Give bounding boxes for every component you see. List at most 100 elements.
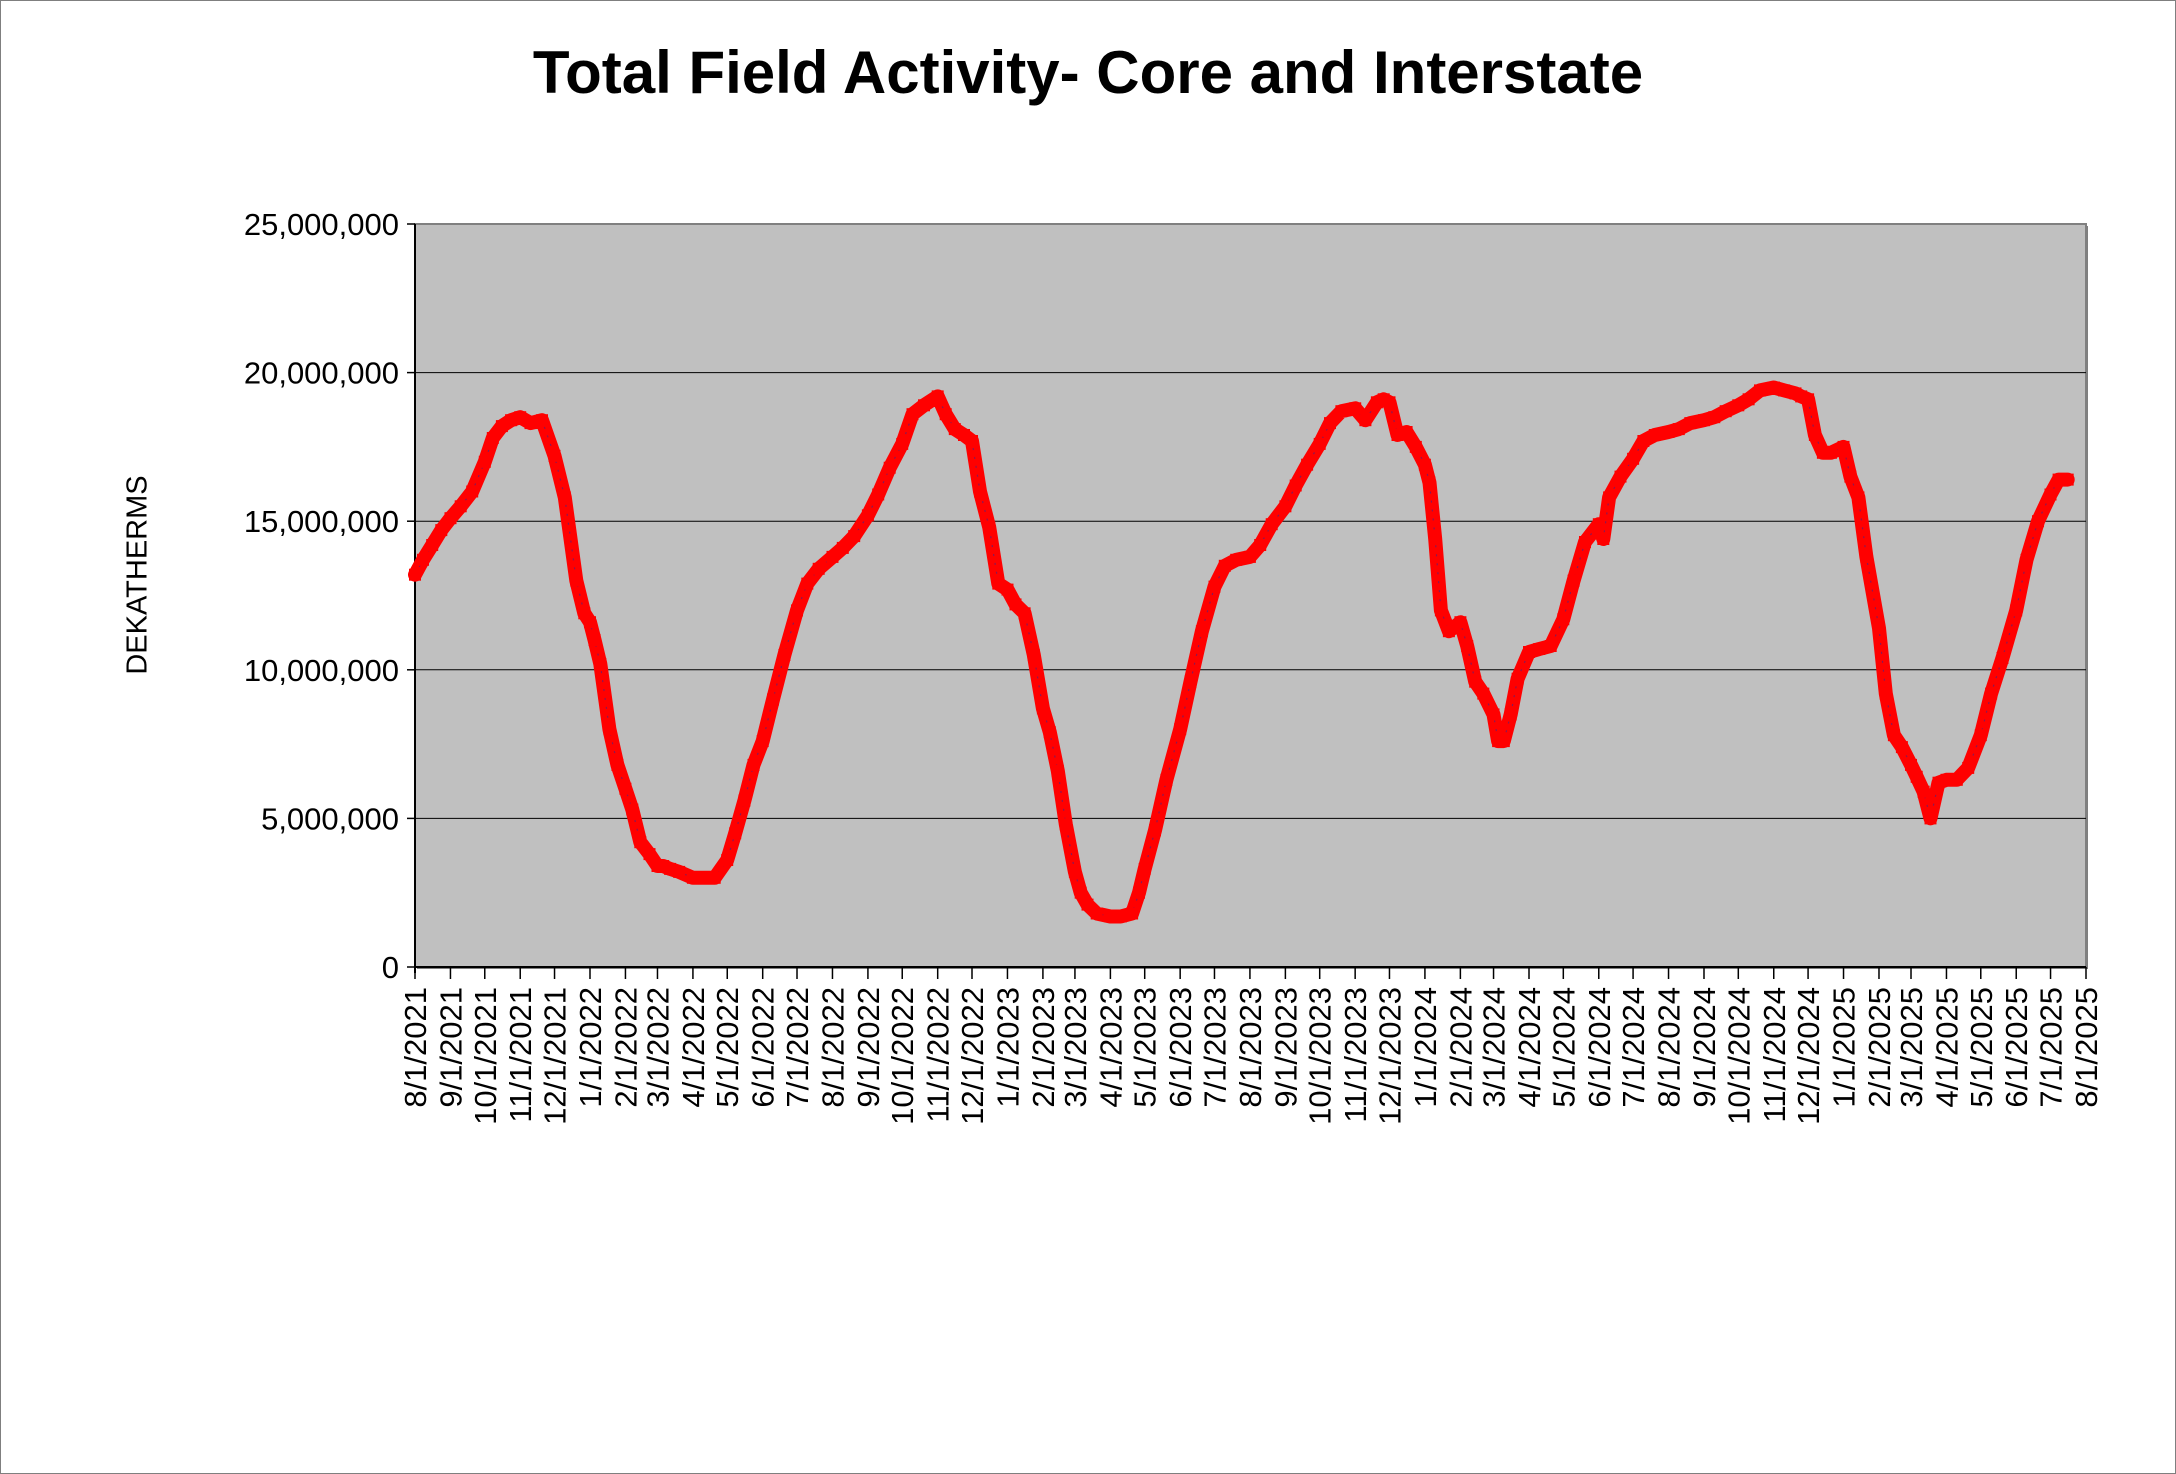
data-point: [1184, 675, 1197, 688]
data-point: [1335, 405, 1348, 418]
data-point: [1081, 898, 1094, 911]
data-point: [801, 577, 814, 590]
data-point: [1301, 458, 1314, 471]
y-tick-label: 15,000,000: [244, 504, 399, 539]
data-point: [1523, 646, 1535, 658]
data-point: [1808, 429, 1821, 441]
data-point: [948, 423, 961, 436]
x-tick-label: 8/1/2022: [815, 987, 850, 1108]
data-point: [1027, 648, 1040, 661]
x-tick-label: 12/1/2022: [955, 987, 990, 1125]
x-tick-label: 11/1/2022: [921, 987, 956, 1123]
data-point: [1895, 741, 1908, 754]
data-point: [918, 399, 930, 412]
data-point: [2032, 515, 2044, 528]
data-point: [1860, 550, 1873, 563]
data-point: [1195, 625, 1208, 638]
data-point: [570, 574, 583, 587]
data-point: [1924, 812, 1937, 825]
data-point: [1802, 393, 1815, 406]
data-point: [1824, 446, 1837, 459]
data-point: [486, 432, 499, 444]
data-point: [478, 455, 491, 468]
data-point: [721, 854, 734, 866]
data-point: [1887, 729, 1900, 742]
data-point: [1497, 735, 1510, 748]
x-tick-label: 3/1/2025: [1894, 987, 1929, 1108]
data-point: [1767, 381, 1780, 394]
data-point: [697, 871, 710, 884]
data-point: [1477, 687, 1490, 700]
data-point: [1778, 384, 1791, 397]
data-point: [435, 524, 448, 537]
data-point: [1218, 559, 1231, 572]
data-point: [791, 604, 803, 617]
data-point: [1511, 672, 1524, 685]
x-tick-label: 8/1/2023: [1233, 987, 1268, 1108]
data-point: [1627, 452, 1640, 465]
data-point: [1149, 824, 1161, 837]
x-tick-label: 6/1/2024: [1582, 987, 1617, 1108]
data-point: [686, 871, 699, 884]
data-point: [1910, 770, 1923, 783]
x-tick-label: 9/1/2021: [433, 987, 468, 1108]
x-tick-label: 1/1/2025: [1827, 987, 1862, 1108]
data-point: [588, 634, 601, 647]
data-point: [1873, 622, 1885, 635]
x-tick-label: 2/1/2025: [1862, 987, 1897, 1108]
data-point: [1950, 773, 1963, 786]
data-point: [619, 782, 632, 795]
x-tick-label: 10/1/2021: [468, 987, 503, 1125]
x-axis-ticks: 8/1/2021 9/1/2021 10/1/2021 11/1/2021 12/1/2…: [398, 967, 2104, 1125]
x-tick-label: 10/1/2023: [1303, 987, 1338, 1125]
x-tick-label: 7/1/2023: [1197, 987, 1232, 1108]
data-point: [409, 568, 421, 581]
data-point: [1684, 417, 1697, 430]
data-point: [836, 541, 849, 554]
data-point: [1940, 773, 1953, 786]
data-point: [495, 420, 508, 433]
x-tick-label: 3/1/2024: [1477, 987, 1512, 1108]
x-tick-label: 4/1/2023: [1093, 987, 1128, 1108]
data-point: [1208, 580, 1221, 593]
data-point: [861, 509, 874, 522]
data-point: [454, 500, 467, 513]
data-point: [426, 539, 439, 551]
data-point: [931, 390, 944, 403]
data-point: [1974, 729, 1987, 742]
x-tick-label: 2/1/2024: [1443, 987, 1478, 1108]
data-point: [906, 408, 919, 421]
x-tick-label: 5/1/2023: [1128, 987, 1163, 1108]
data-point: [1662, 426, 1675, 438]
x-tick-label: 12/1/2023: [1372, 987, 1407, 1125]
data-point: [1359, 414, 1372, 427]
series-layer: [408, 380, 2075, 924]
x-tick-label: 10/1/2024: [1721, 987, 1756, 1125]
data-point: [1544, 640, 1557, 652]
data-point: [767, 693, 779, 706]
data-point: [1905, 758, 1917, 771]
data-point: [1009, 598, 1022, 611]
data-point: [738, 794, 751, 807]
data-point: [466, 485, 479, 498]
x-tick-label: 7/1/2024: [1616, 987, 1651, 1108]
data-point: [1090, 907, 1103, 920]
data-point: [1454, 616, 1467, 629]
data-point: [1672, 423, 1685, 436]
data-point: [1423, 476, 1436, 489]
data-point: [1487, 708, 1500, 721]
data-point: [756, 735, 769, 748]
data-point: [1719, 405, 1732, 418]
data-point: [1068, 865, 1081, 878]
data-point: [1043, 726, 1056, 739]
data-point: [594, 657, 607, 670]
data-point: [939, 408, 952, 421]
data-point: [826, 550, 839, 563]
data-point: [1434, 604, 1447, 617]
data-point: [1837, 440, 1850, 453]
x-tick-label: 7/1/2022: [780, 987, 815, 1108]
data-point: [1074, 886, 1087, 899]
data-point: [1844, 470, 1857, 483]
data-point: [634, 836, 647, 849]
